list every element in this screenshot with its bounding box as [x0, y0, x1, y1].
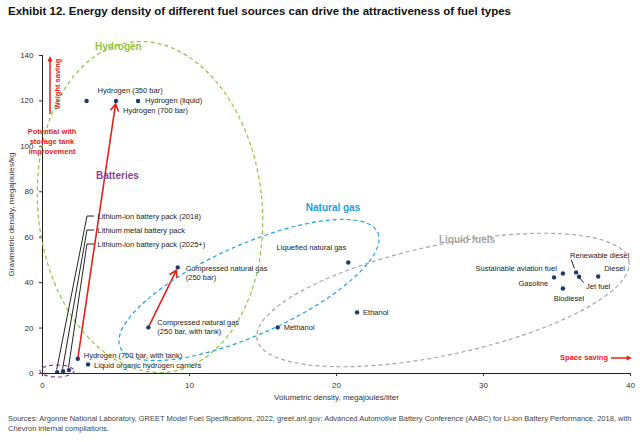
svg-text:Ethanol: Ethanol [363, 308, 389, 317]
svg-text:80: 80 [25, 187, 34, 196]
svg-text:Methanol: Methanol [284, 323, 315, 332]
svg-text:Lithium-ion battery pack (2018: Lithium-ion battery pack (2018) [98, 212, 202, 221]
svg-text:100: 100 [20, 141, 34, 151]
svg-text:Hydrogen (700 bar, with tank): Hydrogen (700 bar, with tank) [84, 351, 183, 360]
svg-text:120: 120 [20, 96, 34, 105]
svg-text:Compressed natural gas(250 bar: Compressed natural gas(250 bar, with tan… [157, 318, 239, 336]
svg-text:Hydrogen (700 bar): Hydrogen (700 bar) [123, 106, 189, 115]
svg-text:Liquid fuels: Liquid fuels [439, 234, 496, 245]
svg-text:Biodiesel: Biodiesel [554, 294, 585, 303]
svg-text:140: 140 [20, 51, 34, 60]
svg-text:Hydrogen: Hydrogen [95, 41, 142, 52]
html-text:Compressed natural gas: Compressed natural gas [185, 263, 268, 273]
svg-text:40: 40 [626, 381, 635, 390]
svg-text:Weight saving: Weight saving [53, 58, 62, 109]
svg-text:Space saving: Space saving [560, 353, 608, 362]
svg-text:Lithium-ion battery pack (2025: Lithium-ion battery pack (2025+) [97, 240, 205, 249]
svg-text:Potential withstorage tankimpr: Potential withstorage tankimprovement [28, 127, 77, 156]
svg-text:20: 20 [25, 324, 34, 333]
svg-text:Hydrogen (350 bar): Hydrogen (350 bar) [98, 86, 164, 95]
svg-text:40: 40 [25, 278, 34, 287]
svg-text:20: 20 [332, 381, 341, 390]
svg-text:10: 10 [185, 381, 194, 390]
svg-text:Batteries: Batteries [96, 170, 139, 181]
svg-text:60: 60 [25, 233, 34, 242]
html-text:(250 bar): (250 bar) [185, 272, 217, 282]
svg-text:Liquid organic hydrogen carrie: Liquid organic hydrogen carriers [94, 361, 201, 370]
svg-text:Diesel: Diesel [604, 264, 625, 273]
svg-text:0: 0 [40, 381, 45, 390]
svg-text:Renewable diesel: Renewable diesel [570, 251, 630, 260]
svg-text:Volumetric density, megajoules: Volumetric density, megajoules/liter [274, 393, 399, 402]
svg-text:30: 30 [479, 381, 488, 390]
svg-text:Gravimetric density, megajoule: Gravimetric density, megajoules/kg [7, 153, 16, 277]
svg-text:Lithium metal battery pack: Lithium metal battery pack [97, 226, 185, 235]
svg-text:0: 0 [29, 369, 34, 378]
svg-text:Liquefied natural gas: Liquefied natural gas [277, 243, 347, 252]
html-text:Sources: Argonne National Labo: Sources: Argonne National Laboratory, GR… [8, 414, 632, 433]
html-text:Exhibit 12. Energy density of: Exhibit 12. Energy density of different … [8, 5, 511, 17]
svg-text:Gasoline: Gasoline [518, 279, 548, 288]
svg-text:Sustainable aviation fuel: Sustainable aviation fuel [476, 264, 558, 273]
svg-text:Jet fuel: Jet fuel [586, 282, 611, 291]
svg-text:Natural gas: Natural gas [306, 202, 361, 213]
svg-text:Hydrogen (liquid): Hydrogen (liquid) [145, 96, 203, 105]
